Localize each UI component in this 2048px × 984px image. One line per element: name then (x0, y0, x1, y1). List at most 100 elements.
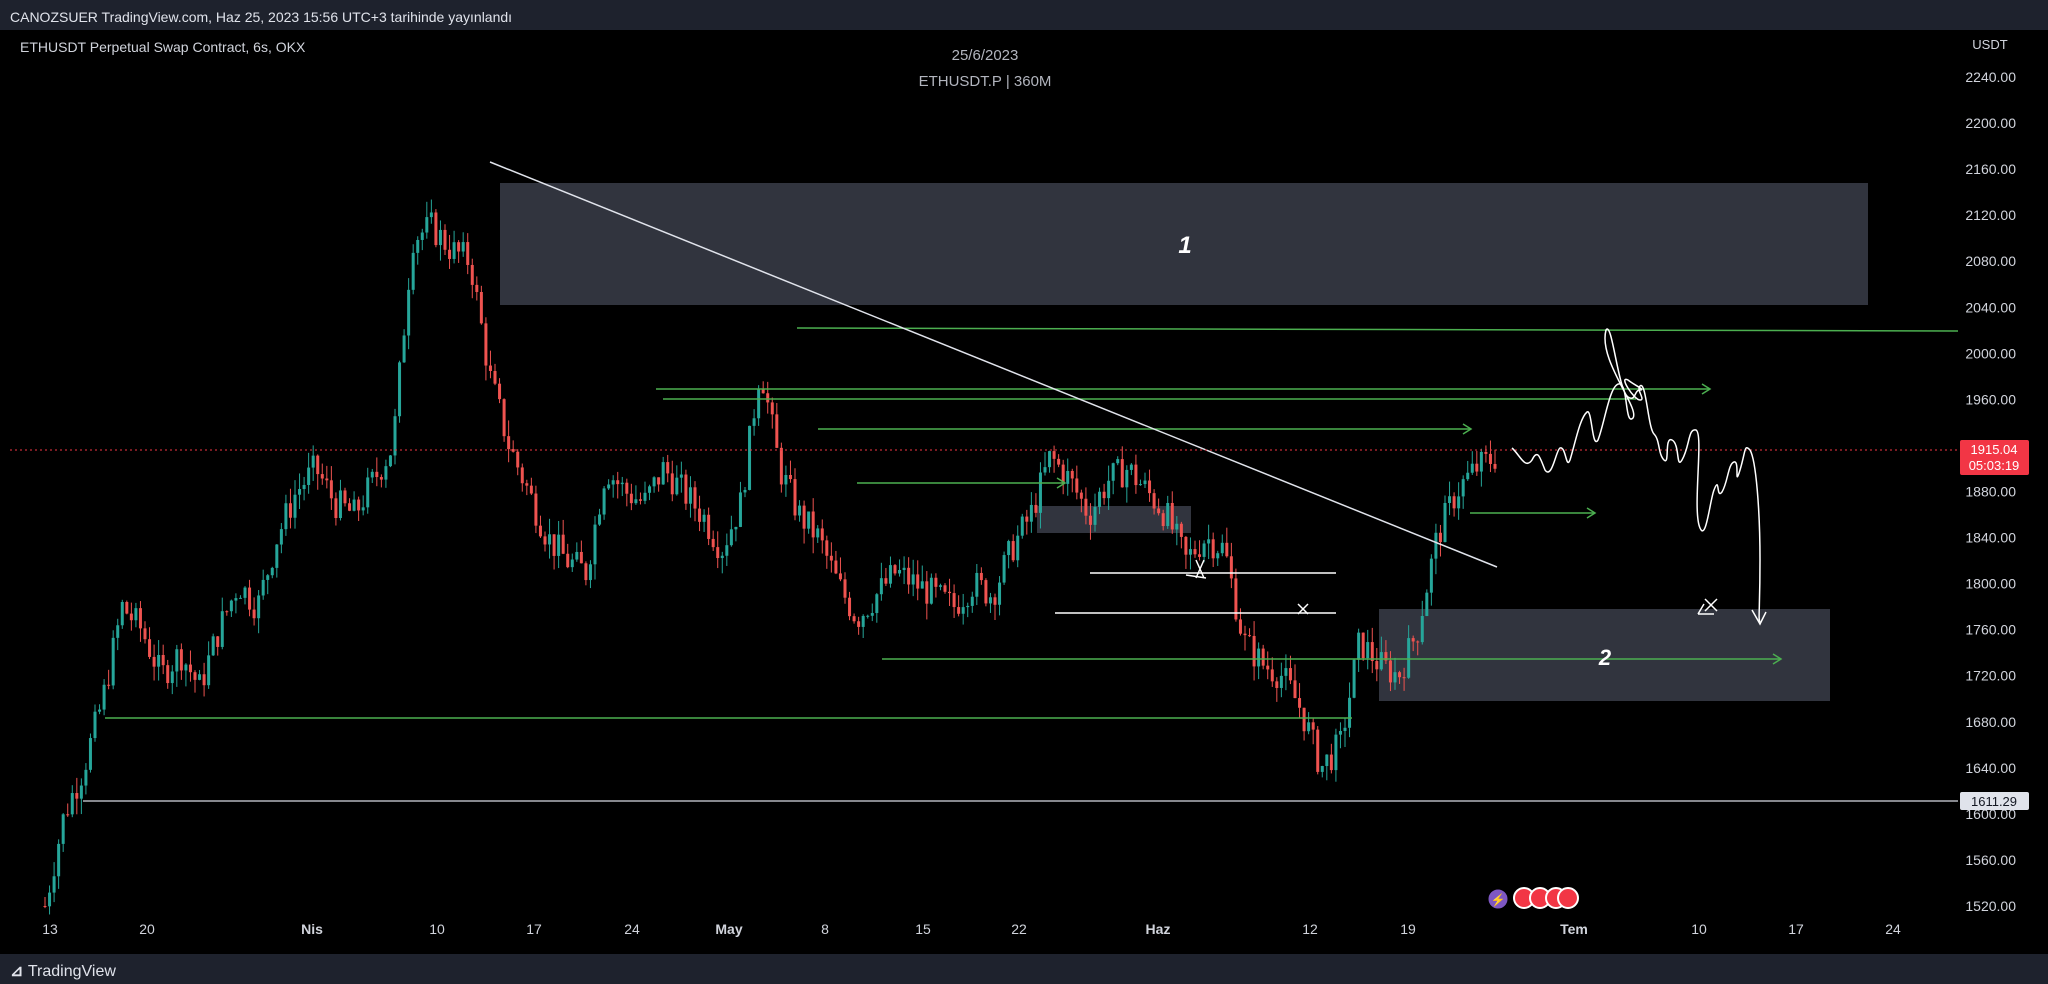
candle-body (1298, 698, 1302, 708)
candle-body (66, 814, 70, 816)
candle-body (716, 547, 720, 559)
candle-body (588, 564, 592, 581)
candle-body (1452, 496, 1456, 509)
candle-body (611, 480, 615, 485)
candle-body (1007, 541, 1011, 556)
y-tick-label: 2160.00 (1965, 161, 2016, 177)
candle-body (1038, 472, 1042, 513)
candle-body (125, 602, 129, 614)
candle-body (438, 229, 442, 246)
trendline[interactable] (489, 161, 1498, 568)
candle-body (552, 534, 556, 556)
candle-body (70, 793, 74, 815)
candle-body (1420, 615, 1424, 643)
candle-body (1493, 463, 1497, 469)
candle-body (1488, 453, 1492, 464)
candle-body (207, 655, 211, 686)
candle-body (643, 492, 647, 501)
candle-body (338, 490, 342, 519)
candle-body (1152, 493, 1156, 509)
candle-body (648, 486, 652, 493)
zone-small[interactable] (1037, 506, 1191, 533)
candle-body (752, 418, 756, 426)
candle-body (966, 605, 970, 608)
candle-body (1252, 635, 1256, 667)
y-tick-label: 1800.00 (1965, 576, 2016, 592)
green-levels (105, 327, 1959, 719)
y-tick-label: 2040.00 (1965, 299, 2016, 315)
candle-body (838, 573, 842, 580)
candle-body (829, 555, 833, 561)
candle-body (638, 499, 642, 501)
candle-body (84, 769, 88, 786)
x-tick-label: 24 (624, 921, 640, 937)
candle-body (1093, 506, 1097, 525)
candle-body (1466, 472, 1470, 480)
y-tick-label: 1760.00 (1965, 622, 2016, 638)
candle-body (1125, 469, 1129, 488)
chart-date: 25/6/2023 (952, 47, 1019, 64)
candle-body (661, 462, 665, 485)
candle-body (802, 505, 806, 529)
candle-body (166, 665, 170, 684)
candle-body (1111, 463, 1115, 481)
candle-body (775, 414, 779, 448)
candle-body (1011, 541, 1015, 561)
candle-body (1238, 619, 1242, 634)
tv-logo-icon: ⊿ (10, 963, 28, 980)
candle-body (1179, 523, 1183, 537)
candle-body (93, 711, 97, 739)
green-arrows (1056, 383, 1783, 665)
candle-body (952, 593, 956, 608)
candle-body (1361, 632, 1365, 659)
candle-body (52, 876, 56, 893)
zone-1[interactable] (500, 183, 1868, 305)
candle-body (570, 559, 574, 568)
candle-body (938, 585, 942, 587)
candle-body (766, 393, 770, 403)
candle-body (229, 600, 233, 612)
candle-body (1084, 498, 1088, 516)
candle-body (1143, 480, 1147, 485)
zone-2[interactable] (1379, 609, 1830, 701)
candle-body (1302, 707, 1306, 732)
candle-body (1020, 516, 1024, 536)
time-axis[interactable]: 13 20 Nis 10 17 24 May 8 15 22 Haz 12 19 Tem 10 17 24 (42, 921, 1901, 937)
candle-body (757, 389, 761, 419)
x-tick-label: 17 (526, 921, 542, 937)
publish-info: CANOZSUER TradingView.com, Haz 25, 2023 … (10, 9, 513, 25)
candle-body (1248, 635, 1252, 637)
price-chart[interactable]: 1 2 ETHUSDT Perpetual Swap Contract, 6s,… (0, 30, 2048, 954)
projection-path[interactable] (1511, 328, 1761, 623)
candle-body (479, 292, 483, 324)
price-axis[interactable]: 1520.001560.001600.001640.001680.001720.… (1965, 69, 2016, 914)
x-tick-label: 22 (1011, 921, 1027, 937)
tradingview-logo[interactable]: ⊿ TradingView (10, 961, 116, 981)
candle-body (857, 621, 861, 627)
candle-body (1279, 675, 1283, 688)
candle-body (348, 503, 352, 511)
candle-body (1052, 451, 1056, 459)
candle-body (75, 793, 79, 799)
candle-body (1157, 508, 1161, 514)
candle-body (1393, 672, 1397, 683)
zone-label-2: 2 (1598, 645, 1612, 670)
candle-body (529, 485, 533, 494)
candle-body (1320, 765, 1324, 772)
candle-body (825, 540, 829, 556)
candle-body (1388, 660, 1392, 683)
candle-body (1148, 480, 1152, 494)
candle-body (1438, 532, 1442, 543)
candle-body (875, 594, 879, 614)
candle-body (1061, 464, 1065, 484)
candle-body (425, 217, 429, 233)
candle-body (979, 572, 983, 581)
candle-body (688, 487, 692, 504)
candle-body (375, 471, 379, 478)
candle-body (1166, 503, 1170, 527)
candle-body (179, 649, 183, 671)
event-icons[interactable]: ⚡ (1487, 887, 1579, 910)
candle-body (948, 591, 952, 594)
candle-body (379, 477, 383, 480)
candle-body (188, 664, 192, 673)
